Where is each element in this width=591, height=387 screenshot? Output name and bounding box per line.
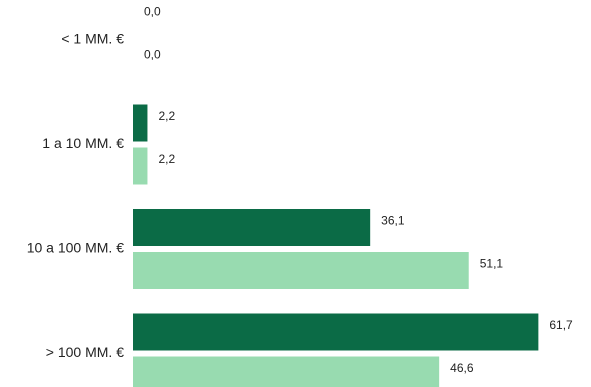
category-label: 10 a 100 MM. € — [27, 240, 124, 256]
value-label: 2,2 — [158, 109, 175, 123]
value-label: 61,7 — [549, 318, 573, 332]
bar — [133, 313, 539, 351]
bar — [133, 252, 469, 289]
bar — [133, 104, 148, 142]
value-label: 2,2 — [158, 152, 175, 166]
category-label: > 100 MM. € — [46, 344, 124, 360]
bar — [133, 147, 148, 185]
bars — [133, 104, 539, 387]
value-label: 51,1 — [480, 257, 504, 271]
value-labels: 0,0 0,0 2,2 2,2 36,1 51,1 61,7 46,6 — [144, 5, 573, 376]
value-label: 0,0 — [144, 48, 161, 62]
category-label: < 1 MM. € — [61, 31, 124, 47]
category-label: 1 a 10 MM. € — [42, 135, 124, 151]
bar — [133, 356, 440, 387]
value-label: 36,1 — [381, 214, 405, 228]
category-labels: < 1 MM. € 1 a 10 MM. € 10 a 100 MM. € > 100… — [27, 31, 124, 361]
value-label: 46,6 — [450, 361, 474, 375]
bar — [133, 209, 371, 246]
value-label: 0,0 — [144, 5, 161, 19]
